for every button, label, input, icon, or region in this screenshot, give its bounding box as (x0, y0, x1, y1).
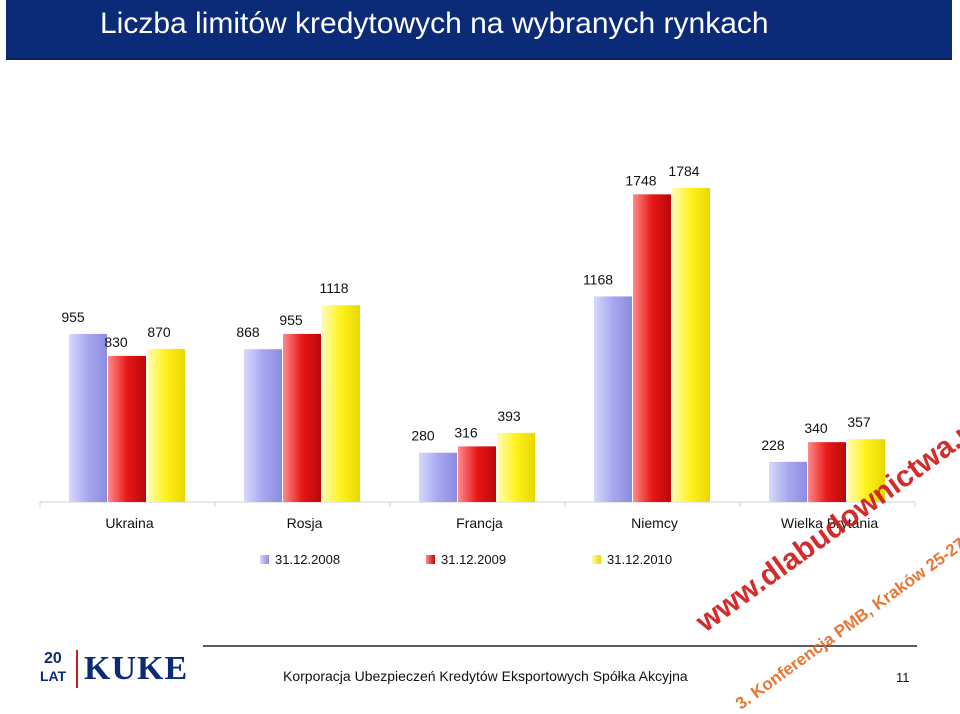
legend-item-2009: 31.12.2009 (426, 552, 592, 567)
logo-separator (76, 650, 78, 688)
legend-label-2009: 31.12.2009 (441, 552, 507, 567)
title-bar: Liczba limitów kredytowych na wybranych … (6, 0, 952, 60)
category-label-ukraina: Ukraina (105, 515, 153, 531)
data-label-2008-ukraina: 955 (61, 309, 85, 325)
data-label-2008-francja: 280 (411, 428, 435, 444)
data-label-2008-rosja: 868 (236, 324, 260, 340)
data-label-2009-rosja: 955 (279, 312, 303, 328)
bar-2009-niemcy (633, 194, 671, 503)
category-label-rosja: Rosja (287, 515, 323, 531)
legend-swatch-2009 (426, 555, 435, 564)
data-label-2010-rosja: 1118 (319, 280, 348, 296)
data-label-2009-francja: 316 (454, 424, 478, 440)
page-number: 11 (896, 670, 910, 685)
data-label-2010-francja: 393 (497, 408, 521, 424)
bar-chart: 955 830 870 868 955 1118 280 316 393 1168 1748 1784… (39, 163, 916, 531)
slide-title: Liczba limitów kredytowych na wybranych … (100, 7, 769, 40)
category-label-francja: Francja (456, 515, 503, 531)
legend: 31.12.2008 31.12.2009 31.12.2010 (260, 552, 758, 567)
legend-item-2008: 31.12.2008 (260, 552, 426, 567)
bar-2008-rosja (244, 349, 282, 502)
kuke-logo: 20 LAT KUKE (36, 648, 189, 692)
bar-2008-niemcy (594, 296, 632, 502)
bar-2009-wielka-brytania (808, 442, 846, 502)
bar-2009-rosja (283, 333, 321, 502)
category-labels-layer: Ukraina Rosja Francja Niemcy Wielka Brytania (105, 515, 878, 531)
footer-divider (203, 645, 917, 647)
bar-2010-niemcy (672, 188, 710, 503)
footer-company: Korporacja Ubezpieczeń Kredytów Eksporto… (283, 668, 688, 684)
data-label-2008-niemcy: 1168 (583, 271, 613, 287)
legend-swatch-2010 (592, 555, 601, 564)
bar-2008-ukraina (69, 333, 107, 502)
logo-lat: LAT (40, 668, 67, 684)
bar-2008-francja (419, 452, 457, 502)
logo-name: KUKE (84, 650, 189, 687)
axis-layer (39, 501, 916, 507)
data-label-2010-wielka-brytania: 357 (847, 414, 871, 430)
legend-label-2008: 31.12.2008 (275, 552, 341, 567)
category-label-wielka-brytania: Wielka Brytania (781, 515, 878, 531)
logo-years: 20 (44, 650, 62, 667)
data-label-2010-niemcy: 1784 (668, 163, 699, 179)
bar-2009-ukraina (108, 355, 146, 502)
data-label-2009-wielka-brytania: 340 (804, 420, 828, 436)
category-label-niemcy: Niemcy (631, 515, 678, 531)
data-label-2008-wielka-brytania: 228 (761, 437, 785, 453)
data-label-2009-ukraina: 830 (104, 334, 128, 350)
data-labels-layer: 955 830 870 868 955 1118 280 316 393 1168 1748 1784… (61, 163, 871, 453)
bars-layer (69, 188, 885, 503)
data-label-2009-niemcy: 1748 (625, 172, 656, 188)
bar-2010-rosja (322, 305, 360, 502)
data-label-2010-ukraina: 870 (147, 324, 171, 340)
bar-2010-ukraina (147, 348, 185, 502)
bar-2010-francja (497, 432, 535, 502)
bar-2009-francja (458, 446, 496, 502)
legend-swatch-2008 (260, 555, 269, 564)
bar-2008-wielka-brytania (769, 461, 807, 502)
bar-2010-wielka-brytania (847, 439, 885, 502)
legend-label-2010: 31.12.2010 (607, 552, 673, 567)
legend-item-2010: 31.12.2010 (592, 552, 758, 567)
